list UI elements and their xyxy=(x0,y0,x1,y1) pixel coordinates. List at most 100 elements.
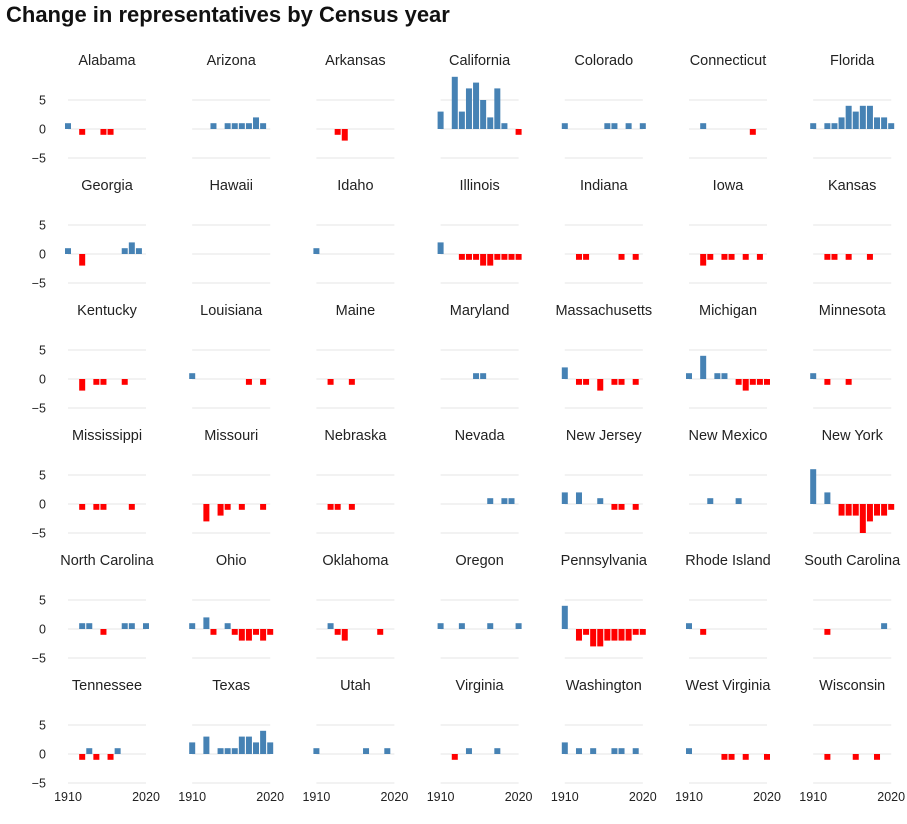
bar-texas-2010 xyxy=(260,730,267,754)
bar-florida-1980 xyxy=(859,105,866,129)
x-tick-label: 1910 xyxy=(551,790,579,804)
bar-tennessee-1950 xyxy=(93,754,100,760)
bar-iowa-1940 xyxy=(707,254,714,260)
panel-title-mississippi: Mississippi xyxy=(72,428,142,444)
bar-oregon-2020 xyxy=(515,623,522,629)
bar-pennsylvania-1980 xyxy=(611,629,618,641)
bar-wisconsin-1970 xyxy=(852,754,859,760)
y-tick-label: 0 xyxy=(39,123,46,137)
bar-missouri-1960 xyxy=(224,504,231,510)
bar-washington-1930 xyxy=(575,748,582,754)
bar-oklahoma-1950 xyxy=(341,629,348,641)
bar-new-jersey-2010 xyxy=(632,504,639,510)
bar-pennsylvania-1960 xyxy=(597,629,604,647)
bar-nevada-2010 xyxy=(508,498,515,504)
bar-ohio-1910 xyxy=(189,623,196,629)
panel-title-nebraska: Nebraska xyxy=(324,428,387,444)
bar-illinois-1990 xyxy=(494,254,501,260)
y-tick-label: 5 xyxy=(39,594,46,608)
x-tick-label: 2020 xyxy=(256,790,284,804)
y-tick-label: −5 xyxy=(32,402,46,416)
panel-title-south-carolina: South Carolina xyxy=(804,553,901,569)
bar-louisiana-1910 xyxy=(189,373,196,379)
bar-arizona-1990 xyxy=(245,123,252,129)
panel-title-arkansas: Arkansas xyxy=(325,53,385,69)
x-tick-label: 2020 xyxy=(877,790,905,804)
panel-title-colorado: Colorado xyxy=(574,53,633,69)
panel-title-georgia: Georgia xyxy=(81,178,134,194)
bar-iowa-1990 xyxy=(742,254,749,260)
bar-arizona-1940 xyxy=(210,123,217,129)
bar-texas-1980 xyxy=(238,736,245,754)
bar-new-jersey-1960 xyxy=(597,498,604,504)
bar-michigan-1930 xyxy=(700,355,707,379)
bar-ohio-1970 xyxy=(231,629,238,635)
bar-mississippi-1950 xyxy=(93,504,100,510)
bar-georgia-2010 xyxy=(135,248,142,254)
bar-alabama-1910 xyxy=(65,123,71,129)
panel-title-missouri: Missouri xyxy=(204,428,258,444)
bar-new-york-1960 xyxy=(845,504,852,516)
panel-title-new-jersey: New Jersey xyxy=(566,428,642,444)
bar-minnesota-1930 xyxy=(824,379,831,385)
bar-virginia-1950 xyxy=(465,748,472,754)
y-tick-label: 5 xyxy=(39,94,46,108)
panel-title-massachusetts: Massachusetts xyxy=(555,303,652,319)
x-tick-label: 1910 xyxy=(675,790,703,804)
bar-georgia-2000 xyxy=(128,242,135,254)
bar-west-virginia-1970 xyxy=(728,754,735,760)
panel-title-minnesota: Minnesota xyxy=(819,303,887,319)
bar-new-york-1910 xyxy=(810,469,817,504)
bar-california-1910 xyxy=(437,111,444,129)
y-tick-label: 5 xyxy=(39,719,46,733)
bar-north-carolina-1960 xyxy=(100,629,107,635)
bar-new-york-1930 xyxy=(824,492,831,504)
y-tick-label: 0 xyxy=(39,748,46,762)
bar-kentucky-1930 xyxy=(79,379,86,391)
panel-title-maryland: Maryland xyxy=(450,303,510,319)
bar-new-york-1970 xyxy=(852,504,859,516)
bar-california-1980 xyxy=(487,117,494,129)
bar-texas-1910 xyxy=(189,742,196,754)
bar-maryland-1960 xyxy=(473,373,480,379)
x-tick-label: 1910 xyxy=(54,790,82,804)
bar-ohio-2010 xyxy=(260,629,267,641)
bar-pennsylvania-2020 xyxy=(639,629,646,635)
bar-nebraska-1930 xyxy=(327,504,334,510)
y-tick-label: 0 xyxy=(39,623,46,637)
bar-michigan-2010 xyxy=(756,379,763,385)
panel-title-north-carolina: North Carolina xyxy=(60,553,154,569)
bar-new-york-1980 xyxy=(859,504,866,533)
bar-tennessee-1970 xyxy=(107,754,114,760)
panel-title-oklahoma: Oklahoma xyxy=(322,553,389,569)
bar-oregon-1940 xyxy=(458,623,465,629)
bar-indiana-2010 xyxy=(632,254,639,260)
bar-alabama-1930 xyxy=(79,129,86,135)
bar-pennsylvania-1990 xyxy=(618,629,625,641)
y-tick-label: 5 xyxy=(39,344,46,358)
bar-new-york-1990 xyxy=(866,504,873,522)
bar-nevada-2000 xyxy=(501,498,508,504)
panel-title-illinois: Illinois xyxy=(459,178,499,194)
bar-north-carolina-2020 xyxy=(143,623,149,629)
bar-arizona-1980 xyxy=(238,123,245,129)
bar-utah-1910 xyxy=(313,748,320,754)
bar-pennsylvania-2010 xyxy=(632,629,639,635)
bar-new-mexico-1940 xyxy=(707,498,714,504)
x-tick-label: 1910 xyxy=(427,790,455,804)
y-tick-label: 5 xyxy=(39,469,46,483)
bar-tennessee-1980 xyxy=(114,748,121,754)
bar-texas-1930 xyxy=(203,736,210,754)
bar-georgia-1930 xyxy=(79,254,86,266)
bar-florida-1990 xyxy=(866,105,873,129)
panel-title-texas: Texas xyxy=(212,678,250,694)
bar-oklahoma-2000 xyxy=(377,629,384,635)
bar-colorado-1970 xyxy=(604,123,611,129)
bar-arizona-1960 xyxy=(224,123,231,129)
panel-title-oregon: Oregon xyxy=(455,553,503,569)
panel-title-connecticut: Connecticut xyxy=(690,53,767,69)
panel-title-wisconsin: Wisconsin xyxy=(819,678,885,694)
bar-massachusetts-1960 xyxy=(597,379,604,391)
bar-arizona-2010 xyxy=(260,123,267,129)
